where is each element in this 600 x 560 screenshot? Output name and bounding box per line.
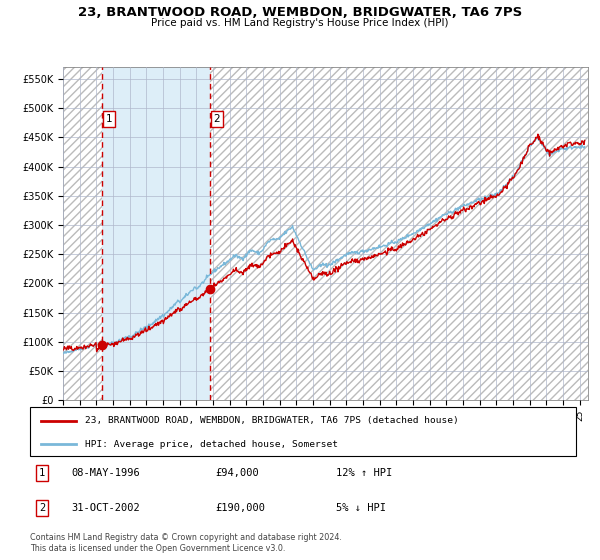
Text: £94,000: £94,000 [215, 468, 259, 478]
Text: £190,000: £190,000 [215, 503, 266, 513]
Text: 31-OCT-2002: 31-OCT-2002 [71, 503, 140, 513]
Text: 2: 2 [39, 503, 45, 513]
Text: 1: 1 [106, 114, 112, 124]
Bar [63, 67, 103, 400]
Text: 2: 2 [214, 114, 220, 124]
Text: 23, BRANTWOOD ROAD, WEMBDON, BRIDGWATER, TA6 7PS: 23, BRANTWOOD ROAD, WEMBDON, BRIDGWATER,… [78, 6, 522, 18]
Text: 08-MAY-1996: 08-MAY-1996 [71, 468, 140, 478]
Text: 1: 1 [39, 468, 45, 478]
Text: Contains HM Land Registry data © Crown copyright and database right 2024.
This d: Contains HM Land Registry data © Crown c… [30, 533, 342, 553]
Text: HPI: Average price, detached house, Somerset: HPI: Average price, detached house, Some… [85, 440, 338, 449]
Text: 12% ↑ HPI: 12% ↑ HPI [336, 468, 392, 478]
Bar [103, 67, 210, 400]
Bar [210, 67, 588, 400]
Text: Price paid vs. HM Land Registry's House Price Index (HPI): Price paid vs. HM Land Registry's House … [151, 18, 449, 28]
Text: 5% ↓ HPI: 5% ↓ HPI [336, 503, 386, 513]
Text: 23, BRANTWOOD ROAD, WEMBDON, BRIDGWATER, TA6 7PS (detached house): 23, BRANTWOOD ROAD, WEMBDON, BRIDGWATER,… [85, 417, 458, 426]
